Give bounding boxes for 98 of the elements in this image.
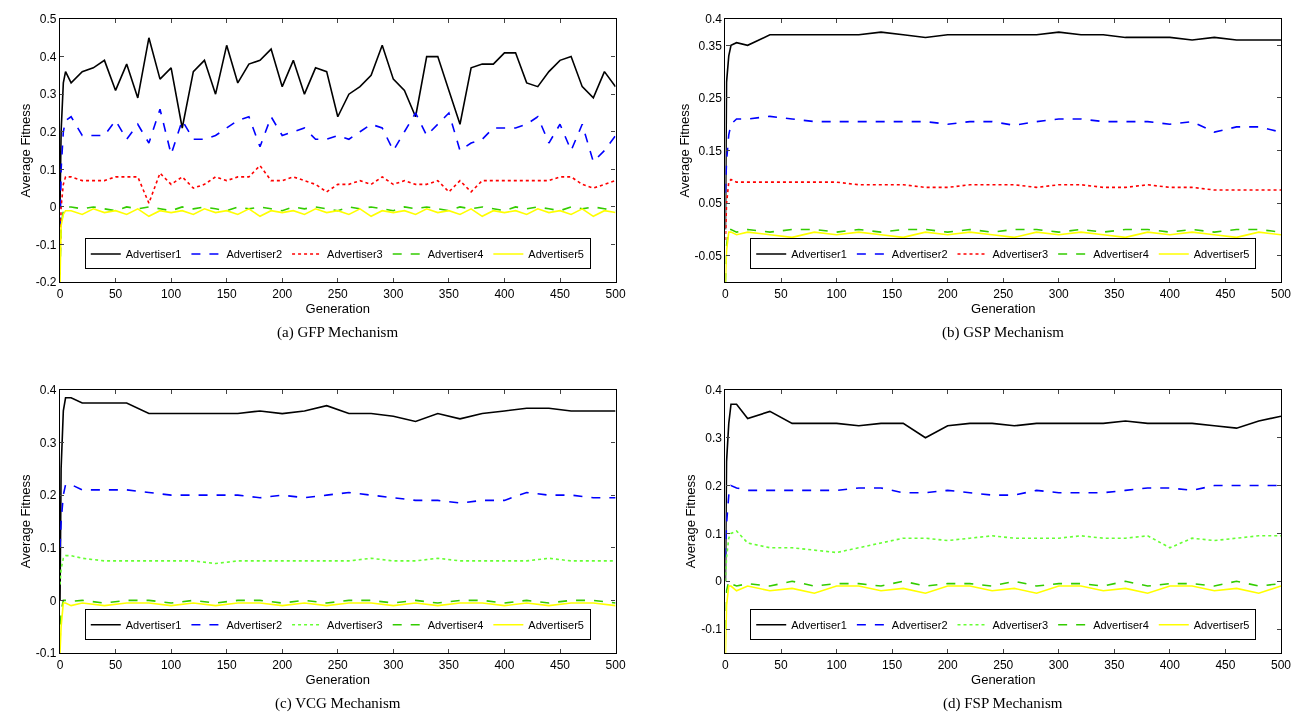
legend-label: Advertiser5: [528, 619, 584, 632]
legend-label: Advertiser4: [427, 248, 484, 261]
legend-label: Advertiser2: [891, 619, 948, 632]
legend-label: Advertiser1: [125, 619, 182, 632]
y-tick-label: -0.1: [35, 646, 57, 661]
x-tick-label: 350: [438, 286, 460, 301]
y-axis-title: Average Fitness: [17, 474, 33, 569]
legend-label: Advertiser2: [891, 248, 948, 261]
x-tick-label: 450: [549, 657, 571, 672]
x-tick-label: 450: [549, 286, 571, 301]
x-tick-label: 450: [1215, 657, 1236, 672]
x-tick-label: 100: [161, 286, 182, 301]
y-tick-label: 0.4: [705, 12, 723, 27]
x-tick-label: 50: [108, 657, 123, 672]
x-tick-label: 200: [272, 286, 293, 301]
x-tick-label: 250: [327, 286, 349, 301]
text: (c) VCG Mechanism: [275, 695, 401, 712]
y-tick-label: 0: [49, 593, 57, 608]
x-axis-title: Generation: [305, 672, 370, 688]
x-tick-label: 500: [1270, 657, 1292, 672]
x-tick-label: 50: [774, 286, 788, 301]
x-tick-label: 500: [605, 657, 626, 672]
x-tick-label: 100: [161, 657, 182, 672]
x-tick-label: 250: [993, 657, 1014, 672]
x-tick-label: 450: [1215, 286, 1236, 301]
y-tick-label: 0.4: [705, 383, 723, 398]
x-tick-label: 300: [1048, 286, 1070, 301]
y-axis-title: Average Fitness: [683, 474, 699, 569]
text: (b) GSP Mechanism: [942, 324, 1065, 341]
legend-label: Advertiser2: [226, 248, 283, 261]
x-tick-label: 150: [216, 286, 237, 301]
y-tick-label: 0.5: [39, 12, 57, 27]
x-tick-label: 200: [937, 657, 958, 672]
x-tick-label: 400: [1159, 657, 1181, 672]
x-tick-label: 200: [272, 657, 293, 672]
text: (a) GFP Mechanism: [277, 324, 399, 341]
x-tick-label: 150: [882, 657, 903, 672]
x-tick-label: 350: [438, 657, 460, 672]
legend-label: Advertiser3: [327, 619, 383, 632]
y-tick-label: 0.4: [39, 383, 57, 398]
x-tick-label: 100: [826, 657, 847, 672]
y-tick-label: 0.05: [698, 196, 723, 211]
x-tick-label: 400: [1159, 286, 1181, 301]
legend-label: Advertiser5: [528, 248, 584, 261]
legend-label: Advertiser1: [791, 619, 847, 632]
legend-label: Advertiser1: [125, 248, 182, 261]
y-tick-label: 0.1: [39, 162, 57, 177]
x-axis-title: Generation: [971, 672, 1036, 688]
x-tick-label: 350: [1104, 286, 1125, 301]
x-tick-label: 500: [605, 286, 626, 301]
y-tick-label: 0.25: [698, 91, 723, 106]
x-axis-title: Generation: [971, 301, 1036, 317]
text: (d) FSP Mechanism: [943, 695, 1063, 712]
x-tick-label: 400: [494, 657, 515, 672]
legend-label: Advertiser1: [791, 248, 847, 261]
x-tick-label: 100: [826, 286, 847, 301]
legend-label: Advertiser3: [992, 619, 1049, 632]
y-tick-label: 0.1: [705, 526, 723, 541]
y-tick-label: 0.3: [39, 435, 57, 450]
x-tick-label: 300: [383, 286, 404, 301]
legend-label: Advertiser4: [1093, 248, 1149, 261]
y-tick-label: -0.1: [701, 622, 723, 637]
y-tick-label: -0.05: [694, 249, 723, 263]
y-tick-label: 0.1: [39, 540, 57, 555]
y-tick-label: 0.15: [698, 143, 723, 158]
y-tick-label: 0.2: [39, 124, 57, 139]
y-tick-label: 0.35: [698, 38, 723, 53]
y-axis-title: Average Fitness: [17, 103, 33, 198]
x-tick-label: 400: [494, 286, 515, 301]
y-tick-label: 0: [715, 574, 723, 589]
x-tick-label: 500: [1270, 286, 1292, 301]
x-tick-label: 300: [383, 657, 404, 672]
legend-label: Advertiser2: [226, 619, 283, 632]
legend-label: Advertiser5: [1193, 248, 1250, 261]
y-tick-label: -0.2: [35, 275, 57, 290]
legend-label: Advertiser4: [1093, 619, 1149, 632]
legend-label: Advertiser3: [992, 248, 1049, 261]
y-tick-label: 0: [49, 200, 57, 215]
y-tick-label: -0.1: [35, 237, 57, 252]
x-tick-label: 50: [108, 286, 123, 301]
legend-label: Advertiser4: [427, 619, 484, 632]
y-tick-label: 0.4: [39, 49, 57, 64]
y-axis-title: Average Fitness: [676, 103, 692, 198]
x-axis-title: Generation: [305, 301, 370, 317]
x-tick-label: 300: [1048, 657, 1070, 672]
y-tick-label: 0.2: [705, 478, 723, 493]
y-tick-label: 0.3: [39, 87, 57, 102]
legend-label: Advertiser5: [1193, 619, 1250, 632]
x-tick-label: 200: [937, 286, 958, 301]
y-tick-label: 0.3: [705, 430, 723, 445]
x-tick-label: 50: [774, 657, 788, 672]
x-tick-label: 150: [882, 286, 903, 301]
x-tick-label: 350: [1104, 657, 1125, 672]
x-tick-label: 250: [993, 286, 1014, 301]
y-tick-label: 0.2: [39, 488, 57, 503]
legend-label: Advertiser3: [327, 248, 383, 261]
x-tick-label: 250: [327, 657, 349, 672]
x-tick-label: 150: [216, 657, 237, 672]
